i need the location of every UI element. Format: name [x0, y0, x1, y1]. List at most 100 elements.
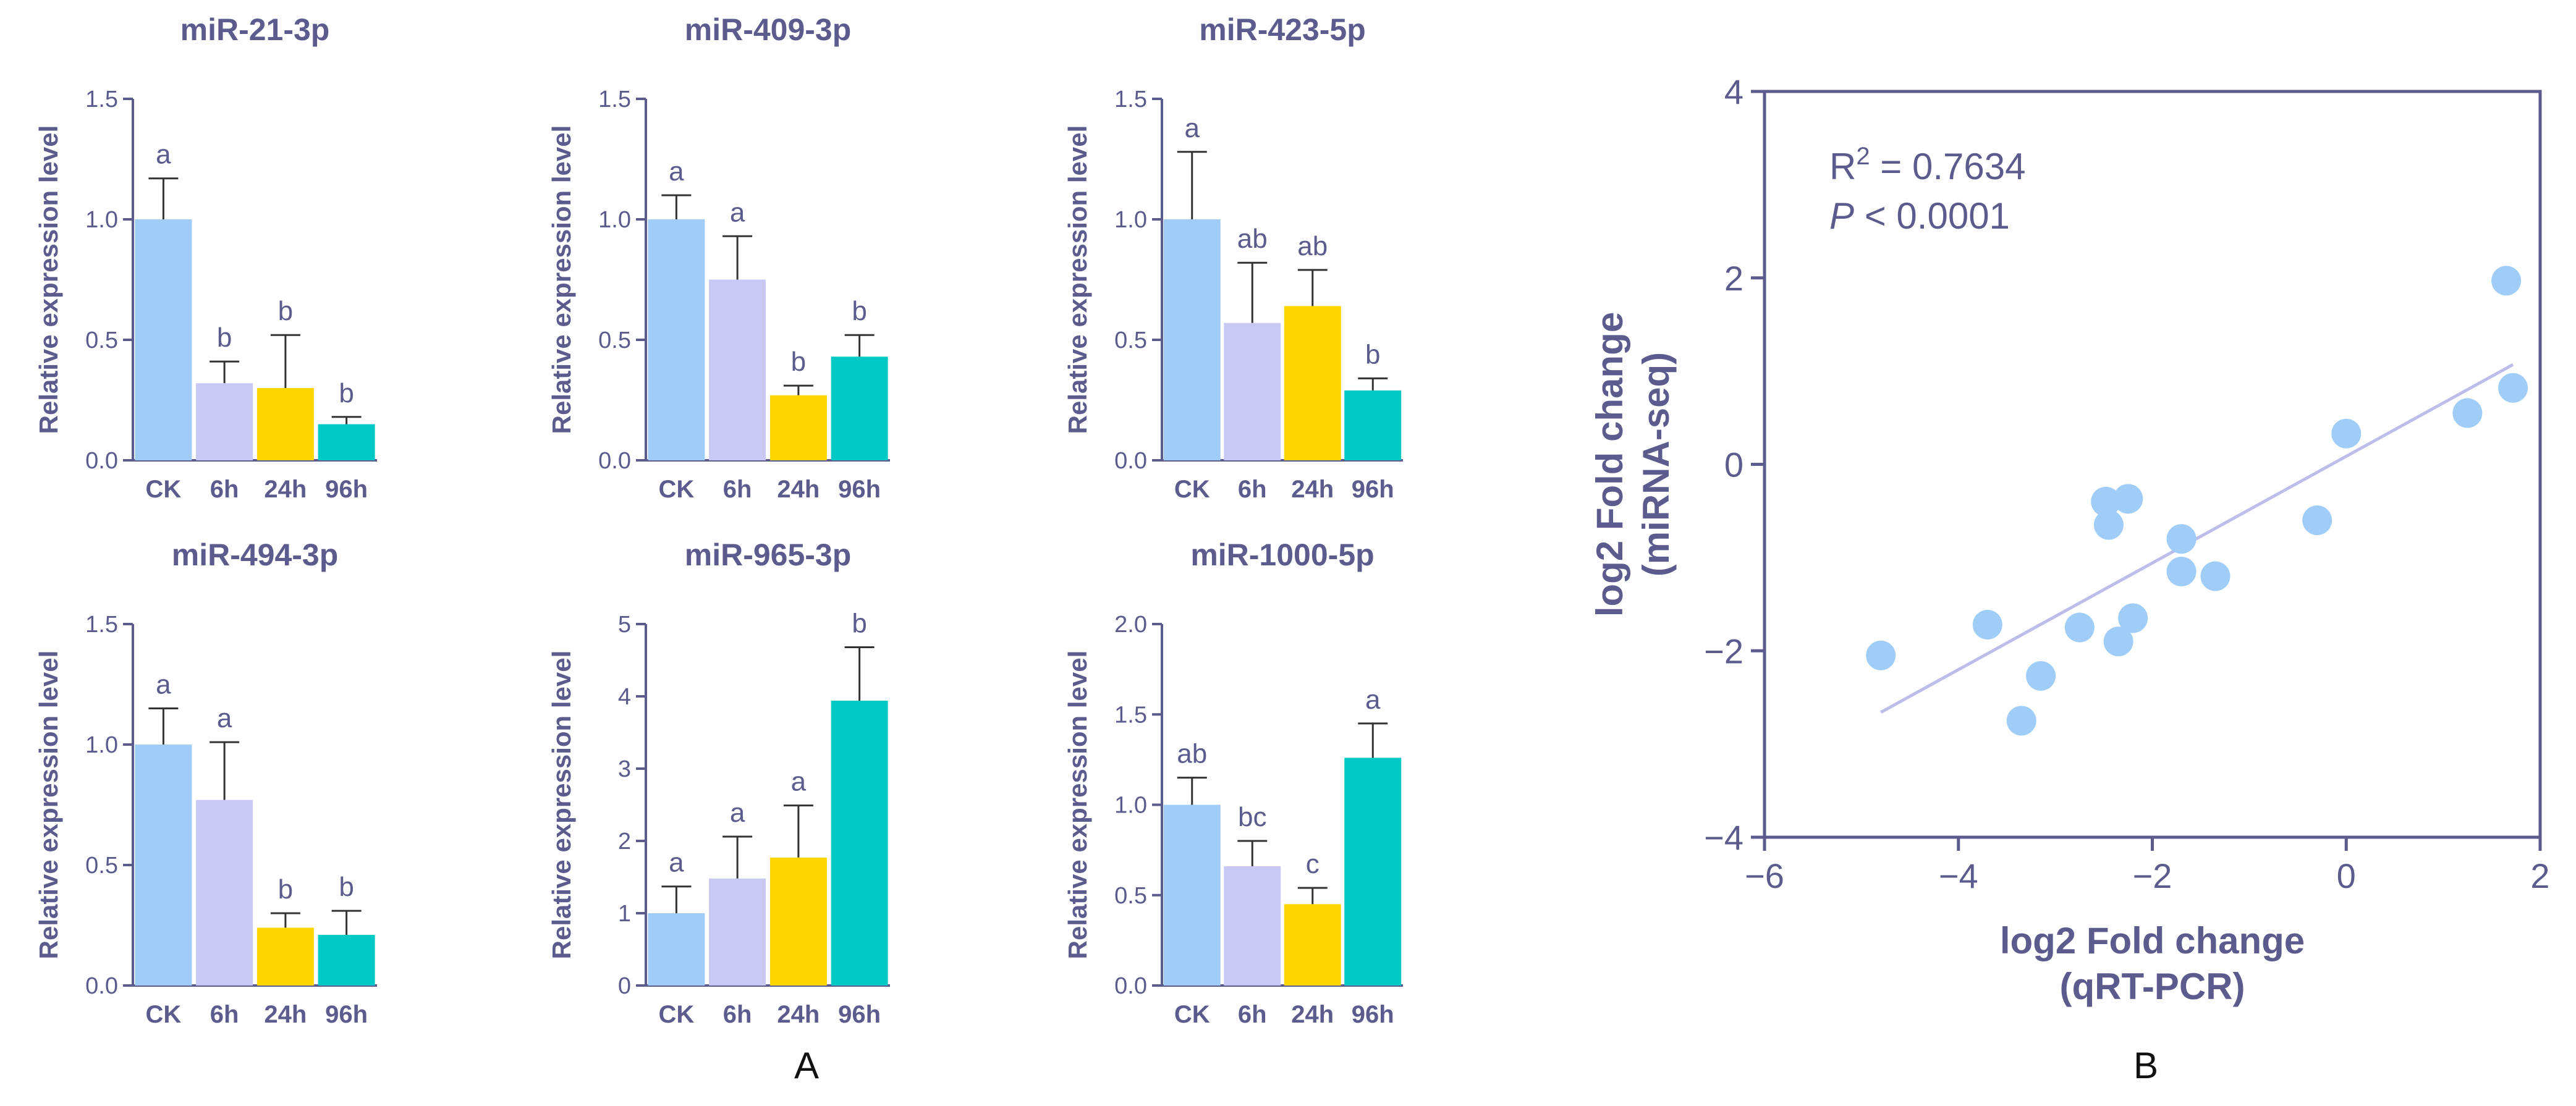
category-label: 24h [777, 476, 820, 503]
y-tick-label: 0.0 [598, 448, 631, 474]
category-label: 24h [1291, 1001, 1334, 1028]
bar-96h [831, 357, 888, 460]
y-tick-label: 1.5 [1114, 702, 1147, 728]
significance-letter: b [852, 608, 866, 638]
bar-6h [709, 878, 766, 986]
chart-title: miR-494-3p [172, 538, 339, 572]
p-value-annotation: P < 0.0001 [1829, 195, 2010, 237]
scatter-point [1866, 640, 1896, 670]
category-label: 96h [838, 476, 881, 503]
y-tick-label: 2.0 [1114, 612, 1147, 638]
significance-letter: b [278, 296, 293, 326]
r-squared-annotation: R2 = 0.7634 [1829, 143, 2026, 187]
bar-chart-6: miR-1000-5p Relative expression level 0.0 0… [1063, 538, 1403, 1028]
significance-letter: a [669, 156, 684, 187]
significance-letter: bc [1238, 802, 1266, 832]
chart-title: miR-1000-5p [1190, 538, 1374, 572]
significance-letter: a [791, 767, 807, 797]
significance-letter: a [1365, 685, 1381, 715]
y-tick-label: 0 [618, 973, 631, 999]
category-label: 6h [1238, 1001, 1267, 1028]
y-tick-label: −2 [1704, 631, 1743, 670]
bar-ck [1163, 804, 1221, 986]
bar-ck [648, 219, 705, 460]
category-label: 6h [723, 1001, 752, 1028]
significance-letter: a [669, 848, 684, 878]
scatter-point [2006, 706, 2036, 736]
y-axis-label: Relative expression level [547, 125, 576, 434]
y-tick-label: 1 [618, 901, 631, 927]
y-tick-label: 0.5 [1114, 327, 1147, 353]
x-tick-label: 2 [2530, 856, 2549, 895]
y-tick-label: 1.5 [1114, 87, 1147, 112]
y-axis-label: Relative expression level [547, 651, 576, 960]
category-label: 96h [325, 476, 368, 503]
y-axis-label: Relative expression level [34, 651, 63, 960]
regression-line [1880, 363, 2514, 714]
y-tick-label: 3 [618, 756, 631, 782]
scatter-point [2166, 557, 2197, 587]
y-axis-label-line2: (miRNA-seq) [1635, 352, 1677, 576]
y-tick-label: 2 [618, 829, 631, 855]
scatter-point [2103, 627, 2133, 657]
bar-96h [318, 935, 375, 986]
significance-letter: b [1365, 339, 1380, 369]
category-label: 96h [1352, 476, 1394, 503]
scatter-point [2118, 603, 2148, 633]
y-axis-label-line1: log2 Fold change [1589, 312, 1630, 617]
y-tick-label: 0.0 [85, 973, 118, 999]
significance-letter: ab [1237, 224, 1268, 254]
y-tick-label: 1.5 [598, 87, 631, 112]
bar-24h [769, 395, 827, 460]
bar-chart-5: miR-965-3p Relative expression level 0 1 2 3 4… [547, 538, 890, 1028]
y-tick-label: 1.0 [85, 732, 118, 758]
significance-letter: a [730, 798, 745, 828]
y-tick-label: 0 [1724, 445, 1743, 484]
significance-letter: c [1306, 849, 1320, 879]
y-tick-label: 0.0 [1114, 448, 1147, 474]
y-tick-label: 0.5 [85, 327, 118, 353]
significance-letter: b [278, 874, 293, 905]
y-tick-label: −4 [1704, 818, 1743, 857]
y-tick-label: 4 [618, 684, 631, 710]
category-label: 6h [1238, 476, 1267, 503]
scatter-point [2491, 266, 2522, 296]
y-tick-label: 0.0 [85, 448, 118, 474]
bar-chart-1: miR-21-3p Relative expression level 0.0 0.5… [34, 12, 377, 503]
bar-ck [1163, 219, 1221, 460]
panel-label-a: A [794, 1045, 819, 1086]
bar-6h [1224, 866, 1281, 986]
significance-letter: a [156, 140, 171, 170]
y-tick-label: 0.0 [1114, 973, 1147, 999]
bar-96h [318, 424, 375, 460]
bar-ck [135, 219, 192, 460]
significance-letter: a [1185, 113, 1200, 143]
y-tick-label: 5 [618, 612, 631, 638]
y-tick-label: 4 [1724, 72, 1743, 111]
x-tick-label: −2 [2133, 856, 2172, 895]
category-label: 24h [264, 1001, 307, 1028]
bar-24h [1284, 306, 1341, 460]
category-label: CK [145, 476, 181, 503]
scatter-point [2200, 561, 2231, 591]
bar-24h [256, 927, 314, 986]
x-tick-label: −4 [1939, 856, 1978, 895]
bar-96h [831, 701, 888, 986]
y-tick-label: 1.0 [1114, 793, 1147, 819]
category-label: 24h [777, 1001, 820, 1028]
category-label: 96h [1352, 1001, 1394, 1028]
category-label: 24h [264, 476, 307, 503]
scatter-point [1972, 610, 2002, 640]
scatter-point [2498, 373, 2528, 403]
significance-letter: ab [1177, 739, 1207, 769]
category-label: CK [1174, 1001, 1210, 1028]
significance-letter: b [852, 296, 866, 326]
scatter-point [2093, 510, 2124, 540]
significance-letter: a [730, 197, 745, 227]
significance-letter: a [217, 703, 232, 733]
category-label: 6h [723, 476, 752, 503]
y-axis-label: Relative expression level [1063, 125, 1092, 434]
chart-title: miR-409-3p [685, 12, 852, 47]
